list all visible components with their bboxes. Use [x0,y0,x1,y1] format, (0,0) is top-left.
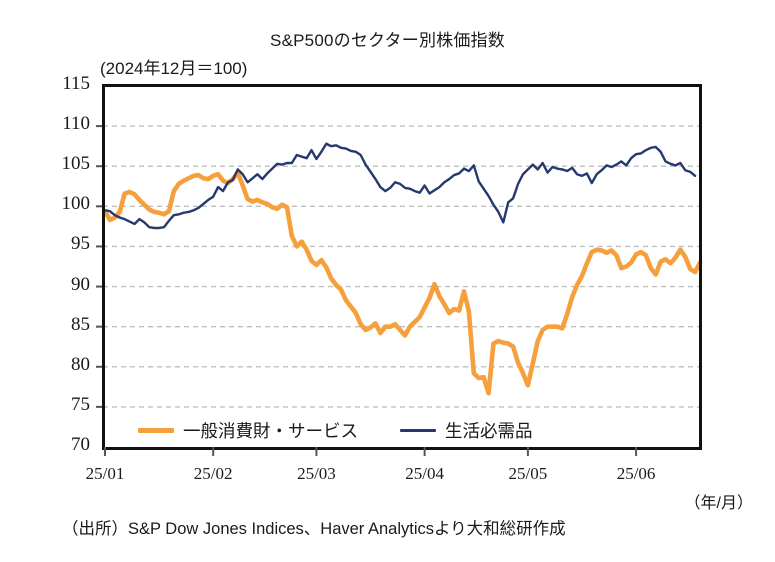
y-axis-tick-label: 75 [71,393,90,415]
plot-frame [102,84,702,450]
y-axis-tick-label: 100 [61,193,91,215]
y-axis-tick-label: 80 [71,353,90,375]
legend-label-consumer-staples: 生活必需品 [445,421,533,441]
source-note: （出所）S&P Dow Jones Indices、Haver Analytic… [62,520,566,538]
y-axis-tick-label: 105 [61,153,91,175]
x-axis-tick-label: 25/05 [508,464,548,483]
legend-item-consumer-discretionary: 一般消費財・サービス [138,418,358,443]
y-axis-tick-label: 95 [71,233,90,255]
y-axis-tick-label: 115 [62,73,90,94]
x-axis-ticks [104,447,638,456]
legend-swatch-blue [400,429,436,432]
chart-subtitle: (2024年12月＝100) [100,59,248,78]
x-axis-tick-label: 25/02 [193,464,233,483]
x-axis-tick-label: 25/04 [405,464,444,483]
y-axis-tick-label: 70 [71,434,90,455]
y-axis-tick-label: 110 [62,113,90,135]
legend-label-consumer-discretionary: 一般消費財・サービス [183,421,358,441]
series-line [103,142,697,230]
series-line [102,170,703,396]
legend-item-consumer-staples: 生活必需品 [400,418,533,443]
series-lines [102,142,703,396]
chart-title: S&P500のセクター別株価指数 [270,31,505,50]
y-axis-tick-label: 90 [71,273,90,295]
legend-swatch-orange [138,428,174,433]
y-axis-tick-label: 85 [71,313,90,335]
x-axis-tick-label: 25/06 [616,464,656,483]
x-axis-tick-label: 25/01 [85,464,125,483]
x-axis-tick-label: 25/03 [297,464,336,483]
chart-legend: 一般消費財・サービス 生活必需品 [106,415,698,446]
x-axis-unit-label: （年/月） [684,495,753,512]
gridlines [96,125,700,408]
